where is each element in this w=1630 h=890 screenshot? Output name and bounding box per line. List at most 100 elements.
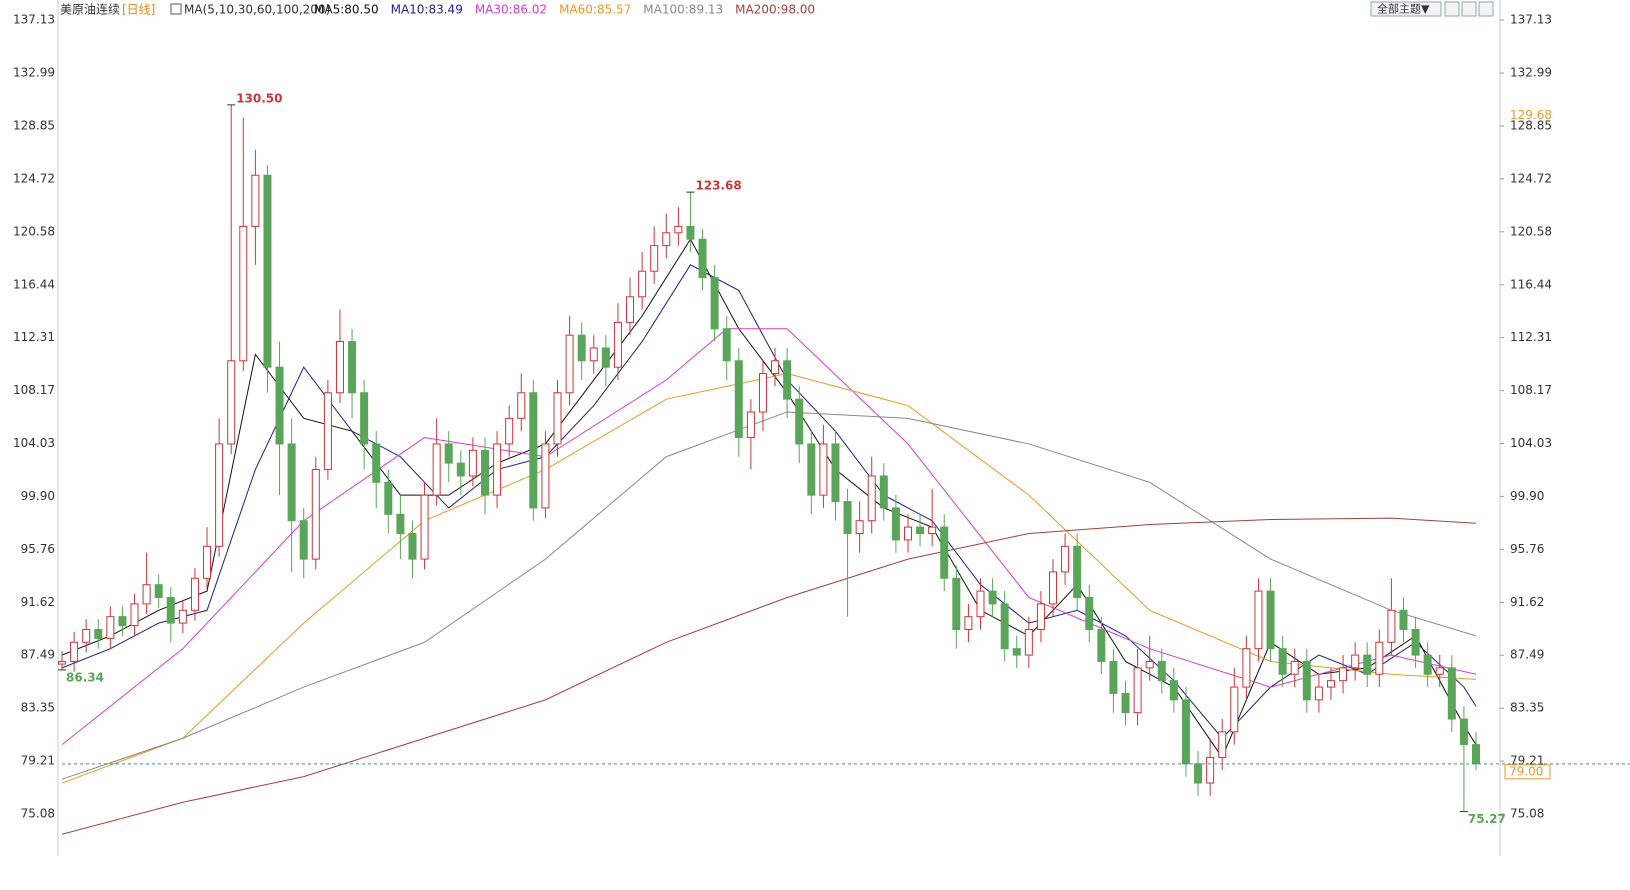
- candle-body: [795, 398, 804, 445]
- candle-body: [903, 526, 912, 541]
- candle-body: [1472, 744, 1480, 765]
- candle-body: [493, 443, 502, 496]
- candle-body: [432, 443, 441, 496]
- y-tick-label-right: 112.31: [1510, 330, 1552, 344]
- candle-body: [662, 232, 671, 247]
- candle-body: [203, 545, 212, 579]
- theme-controls[interactable]: 全部主题▼: [1370, 1, 1494, 17]
- candle-body: [1314, 686, 1323, 701]
- tool-button[interactable]: [1444, 1, 1460, 17]
- candle-body: [1109, 660, 1118, 694]
- candle-body: [420, 494, 429, 560]
- candle-body: [1242, 648, 1251, 688]
- candle-body: [940, 526, 949, 579]
- candle-body: [1169, 680, 1178, 701]
- theme-button-label[interactable]: 全部主题▼: [1377, 2, 1430, 16]
- theme-button[interactable]: [1370, 1, 1442, 17]
- candle-body: [746, 411, 755, 439]
- candle-body: [1459, 718, 1468, 746]
- indicator-icon: [170, 3, 182, 15]
- y-tick-label: 112.31: [13, 330, 55, 344]
- candle-body: [1278, 648, 1287, 675]
- y-tick-label-right: 83.35: [1510, 701, 1544, 715]
- candle-body: [360, 392, 369, 445]
- candle-body: [1049, 571, 1058, 605]
- tool-button[interactable]: [1478, 1, 1494, 17]
- y-tick-label: 75.08: [21, 806, 55, 820]
- candle-body: [1012, 648, 1021, 656]
- candle-body: [1000, 603, 1009, 650]
- candle-body: [867, 475, 876, 522]
- candle-body: [468, 449, 477, 477]
- candle-body: [130, 603, 139, 627]
- legend-entry: MA200:98.00: [735, 3, 815, 17]
- candle-body: [1036, 603, 1045, 630]
- candle-body: [783, 360, 792, 400]
- candle-body: [396, 513, 405, 535]
- candle-body: [577, 334, 586, 362]
- candle-body: [928, 526, 937, 535]
- candle-body: [408, 533, 417, 560]
- y-tick-label: 79.21: [21, 754, 55, 768]
- candle-body: [1097, 628, 1106, 662]
- candle-body: [1206, 756, 1215, 784]
- y-tick-label-right: 116.44: [1510, 277, 1552, 291]
- candle-body: [1435, 667, 1444, 675]
- tool-button[interactable]: [1461, 1, 1477, 17]
- candle-body: [1447, 667, 1456, 720]
- y-tick-label: 132.99: [13, 66, 55, 80]
- high-annotation: 130.50: [236, 91, 282, 105]
- candle-body: [891, 507, 900, 541]
- candle-body: [758, 373, 767, 413]
- candle-body: [1145, 660, 1154, 669]
- candle-body: [601, 347, 610, 368]
- y-tick-label: 87.49: [21, 648, 55, 662]
- candle-body: [1194, 763, 1203, 784]
- y-tick-label: 104.03: [13, 436, 55, 450]
- candle-body: [215, 443, 224, 547]
- low-annotation: 86.34: [66, 670, 104, 684]
- candle-body: [1254, 590, 1263, 650]
- candle-body: [1230, 686, 1239, 733]
- y-tick-label-right: 91.62: [1510, 595, 1544, 609]
- candle-body: [1181, 699, 1190, 765]
- last-price-label: 79.00: [1509, 764, 1543, 778]
- y-tick-label-right: 79.21: [1510, 754, 1544, 768]
- candle-body: [227, 360, 236, 445]
- y-tick-label: 120.58: [13, 224, 55, 238]
- candle-body: [771, 360, 780, 375]
- candle-body: [710, 277, 719, 330]
- candle-body: [916, 526, 925, 535]
- y-tick-label-right: 108.17: [1510, 383, 1552, 397]
- candle-body: [94, 628, 103, 639]
- candle-body: [1363, 654, 1372, 675]
- candle-body: [613, 321, 622, 368]
- candle-body: [1387, 609, 1396, 643]
- candle-body: [819, 443, 828, 496]
- candle-body: [239, 225, 248, 362]
- candle-body: [1133, 667, 1142, 714]
- candle-body: [565, 334, 574, 394]
- y-tick-label-right: 95.76: [1510, 542, 1544, 556]
- candle-body: [1339, 667, 1348, 682]
- y-tick-label-right: 104.03: [1510, 436, 1552, 450]
- candle-body: [734, 360, 743, 439]
- candle-body: [638, 270, 647, 298]
- candle-body: [480, 449, 489, 496]
- candle-body: [311, 469, 320, 560]
- candle-body: [263, 174, 272, 368]
- candle-body: [589, 347, 598, 362]
- candle-body: [964, 616, 973, 630]
- candle-body: [166, 596, 175, 624]
- candle-body: [1266, 590, 1275, 650]
- y-tick-label: 95.76: [21, 542, 55, 556]
- y-tick-label: 116.44: [13, 277, 55, 291]
- candle-body: [106, 616, 115, 639]
- y-tick-label: 137.13: [13, 13, 55, 27]
- legend-entry: MA60:85.57: [559, 3, 631, 17]
- y-tick-label-right: 128.85: [1510, 118, 1552, 132]
- candle-body: [348, 341, 357, 394]
- y-tick-label-right: 120.58: [1510, 224, 1552, 238]
